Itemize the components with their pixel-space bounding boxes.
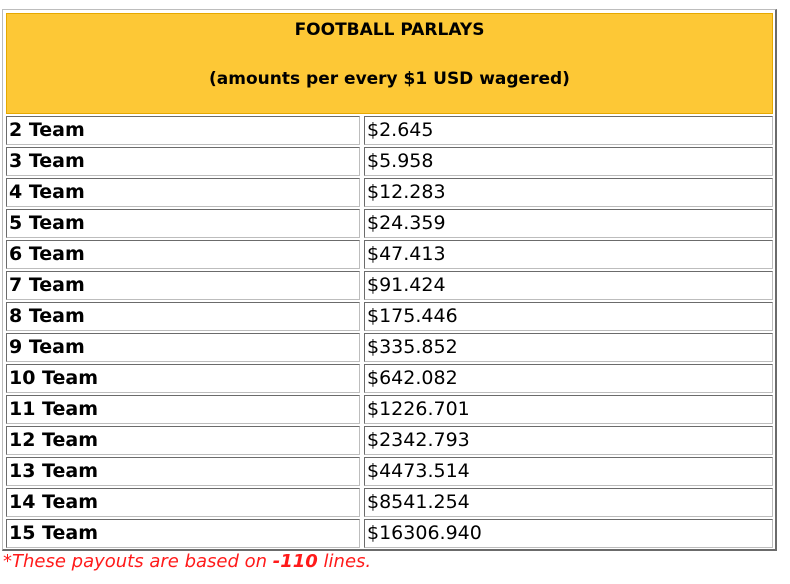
parlay-payout-table: FOOTBALL PARLAYS (amounts per every $1 U… — [2, 9, 777, 551]
team-count-cell: 14 Team — [6, 488, 360, 517]
team-count-cell: 12 Team — [6, 426, 360, 455]
table-row: 2 Team $2.645 — [6, 116, 773, 147]
payout-cell: $24.359 — [364, 209, 773, 238]
team-count-cell: 2 Team — [6, 116, 360, 145]
table-title: FOOTBALL PARLAYS — [294, 20, 485, 40]
table-row: 6 Team $47.413 — [6, 240, 773, 271]
table-row: 15 Team $16306.940 — [6, 519, 773, 550]
team-count-cell: 6 Team — [6, 240, 360, 269]
table-row: 7 Team $91.424 — [6, 271, 773, 302]
table-subtitle: (amounts per every $1 USD wagered) — [209, 69, 570, 89]
footnote-prefix: *These payouts are based on — [3, 551, 273, 572]
table-row: 13 Team $4473.514 — [6, 457, 773, 488]
payout-cell: $47.413 — [364, 240, 773, 269]
table-row: 9 Team $335.852 — [6, 333, 773, 364]
payout-cell: $642.082 — [364, 364, 773, 393]
payout-cell: $5.958 — [364, 147, 773, 176]
team-count-cell: 7 Team — [6, 271, 360, 300]
payout-cell: $8541.254 — [364, 488, 773, 517]
team-count-cell: 8 Team — [6, 302, 360, 331]
table-row: 12 Team $2342.793 — [6, 426, 773, 457]
team-count-cell: 10 Team — [6, 364, 360, 393]
table-row: 14 Team $8541.254 — [6, 488, 773, 519]
team-count-cell: 13 Team — [6, 457, 360, 486]
payout-footnote: *These payouts are based on -110 lines. — [3, 551, 371, 572]
table-row: 8 Team $175.446 — [6, 302, 773, 333]
team-count-cell: 5 Team — [6, 209, 360, 238]
payout-cell: $175.446 — [364, 302, 773, 331]
payout-cell: $1226.701 — [364, 395, 773, 424]
footnote-line-value: -110 — [272, 551, 318, 572]
team-count-cell: 15 Team — [6, 519, 360, 548]
payout-cell: $91.424 — [364, 271, 773, 300]
team-count-cell: 9 Team — [6, 333, 360, 362]
team-count-cell: 3 Team — [6, 147, 360, 176]
table-header: FOOTBALL PARLAYS (amounts per every $1 U… — [6, 13, 773, 114]
table-row: 10 Team $642.082 — [6, 364, 773, 395]
payout-cell: $335.852 — [364, 333, 773, 362]
table-body: 2 Team $2.645 3 Team $5.958 4 Team $12.283 5 T… — [6, 116, 773, 550]
payout-cell: $12.283 — [364, 178, 773, 207]
team-count-cell: 11 Team — [6, 395, 360, 424]
table-row: 11 Team $1226.701 — [6, 395, 773, 426]
payout-cell: $16306.940 — [364, 519, 773, 548]
team-count-cell: 4 Team — [6, 178, 360, 207]
table-row: 4 Team $12.283 — [6, 178, 773, 209]
table-row: 5 Team $24.359 — [6, 209, 773, 240]
table-row: 3 Team $5.958 — [6, 147, 773, 178]
payout-cell: $4473.514 — [364, 457, 773, 486]
payout-cell: $2342.793 — [364, 426, 773, 455]
payout-cell: $2.645 — [364, 116, 773, 145]
footnote-suffix: lines. — [317, 551, 372, 572]
